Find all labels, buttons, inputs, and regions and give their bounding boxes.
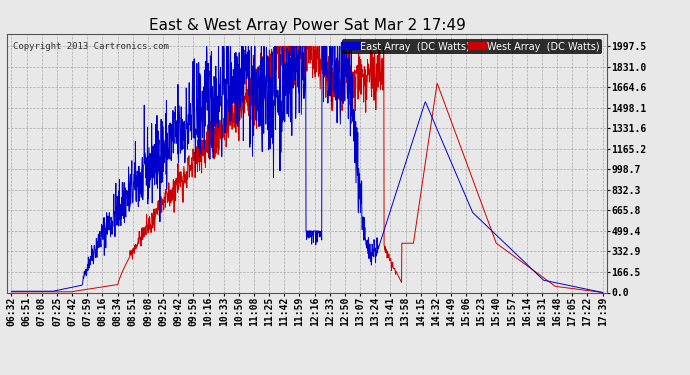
Legend: East Array  (DC Watts), West Array  (DC Watts): East Array (DC Watts), West Array (DC Wa… bbox=[342, 39, 602, 54]
Text: Copyright 2013 Cartronics.com: Copyright 2013 Cartronics.com bbox=[13, 42, 169, 51]
Title: East & West Array Power Sat Mar 2 17:49: East & West Array Power Sat Mar 2 17:49 bbox=[148, 18, 466, 33]
